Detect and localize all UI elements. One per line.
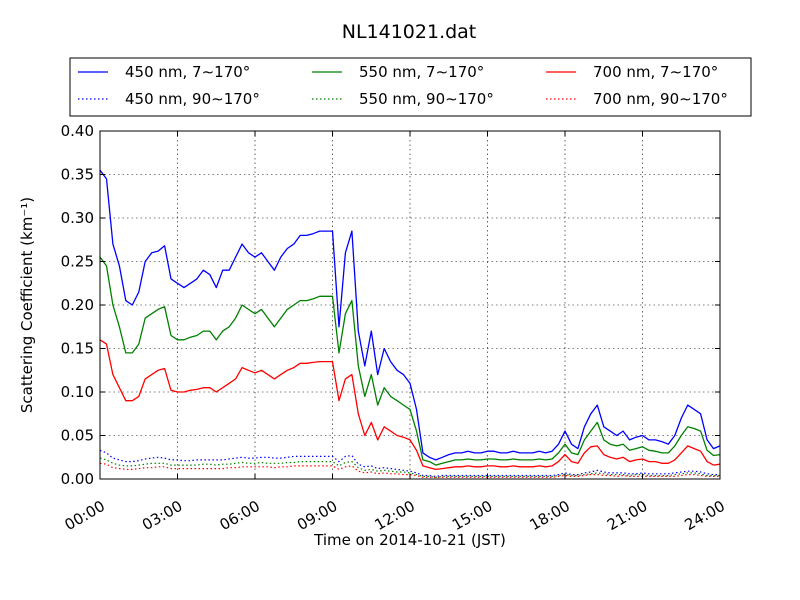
x-tick-label: 09:00 [294,497,340,534]
x-tick-label: 18:00 [527,497,573,534]
series-line [99,256,721,466]
y-axis-label: Scattering Coefficient (km⁻¹) [18,197,36,413]
series-line [99,462,720,478]
series-line [99,169,721,461]
x-tick-label: 06:00 [217,497,263,534]
series-line [99,339,721,471]
legend-label: 450 nm, 90∼170° [125,90,260,108]
y-tick-label: 0.20 [61,296,94,314]
plot-series [99,169,721,478]
y-tick-label: 0.25 [61,253,94,271]
y-tick-label: 0.35 [61,166,94,184]
axis-ticks: 00:00 03:00 06:00 09:00 12:00 15:00 18:00 21:00… [61,122,728,534]
y-tick-label: 0.30 [61,209,94,227]
y-tick-label: 0.15 [61,340,94,358]
x-tick-label: 12:00 [372,497,418,534]
legend-label: 700 nm, 7∼170° [593,63,718,81]
y-tick-label: 0.00 [61,470,94,488]
x-tick-label: 24:00 [682,497,728,534]
y-tick-label: 0.05 [61,427,94,445]
legend-frame [69,57,752,117]
chart-legend: 450 nm, 7∼170° 450 nm, 90∼170° 550 nm, 7∼1… [69,57,752,117]
x-axis-label: Time on 2014-10-21 (JST) [313,531,506,549]
series-line [99,449,720,477]
series-line [99,457,720,478]
x-tick-label: 15:00 [449,497,495,534]
grid-lines [99,130,721,480]
legend-label: 450 nm, 7∼170° [125,63,250,81]
x-tick-label: 00:00 [62,497,108,534]
y-tick-label: 0.40 [61,122,94,140]
y-tick-label: 0.10 [61,383,94,401]
x-tick-label: 03:00 [139,497,185,534]
legend-label: 550 nm, 90∼170° [359,90,494,108]
legend-label: 550 nm, 7∼170° [359,63,484,81]
chart-title: NL141021.dat [342,21,477,43]
x-tick-label: 21:00 [604,497,650,534]
legend-label: 700 nm, 90∼170° [593,90,728,108]
